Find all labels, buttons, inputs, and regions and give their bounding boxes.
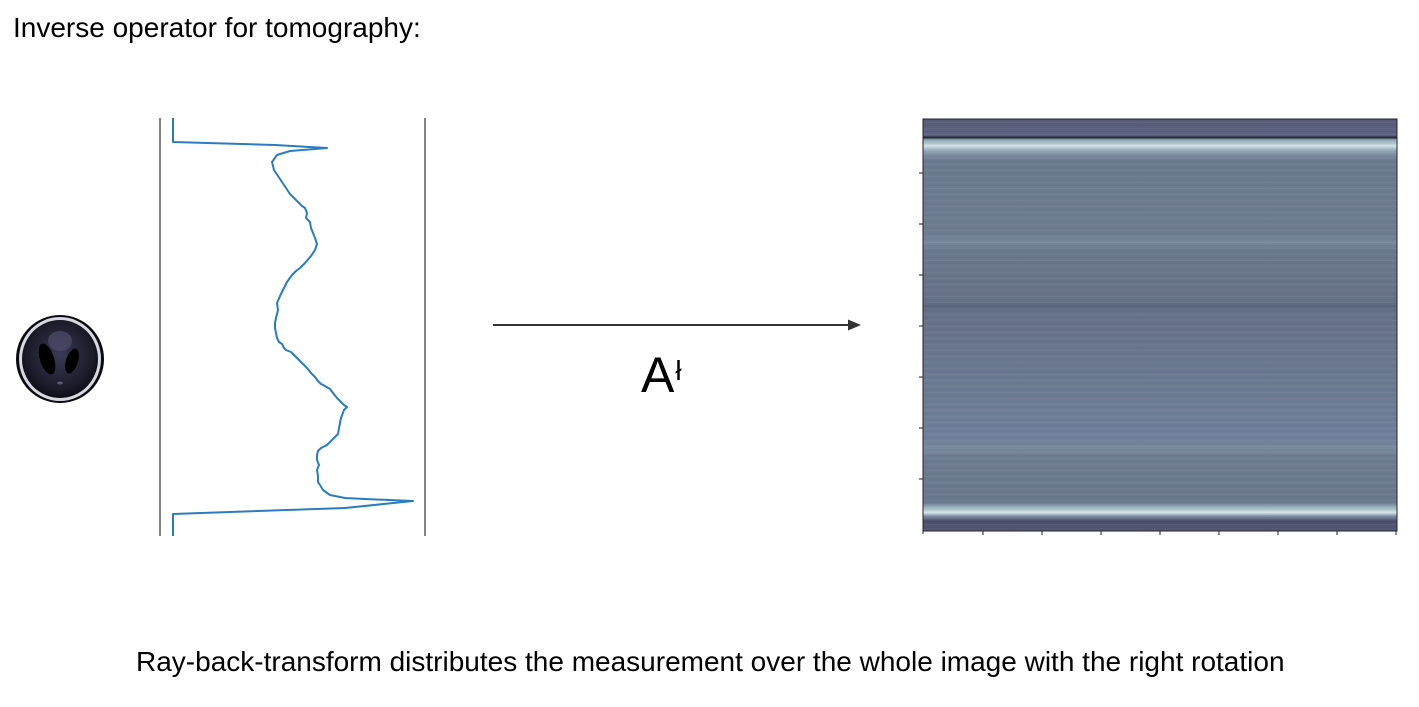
operator-superscript: ł [675,355,682,386]
pseudo-inverse-operator-label: Ał [641,346,682,404]
operator-symbol: A [641,347,675,403]
operator-arrow [493,319,861,331]
backprojection-axis-ticks [919,119,1397,535]
projection-profile-plot [159,118,426,536]
backprojection-image [919,118,1398,535]
profile-curve [172,118,414,536]
slide-caption: Ray-back-transform distributes the measu… [136,646,1285,677]
shepp-logan-phantom-icon [16,315,104,403]
slide-title: Inverse operator for tomography: [13,12,421,43]
